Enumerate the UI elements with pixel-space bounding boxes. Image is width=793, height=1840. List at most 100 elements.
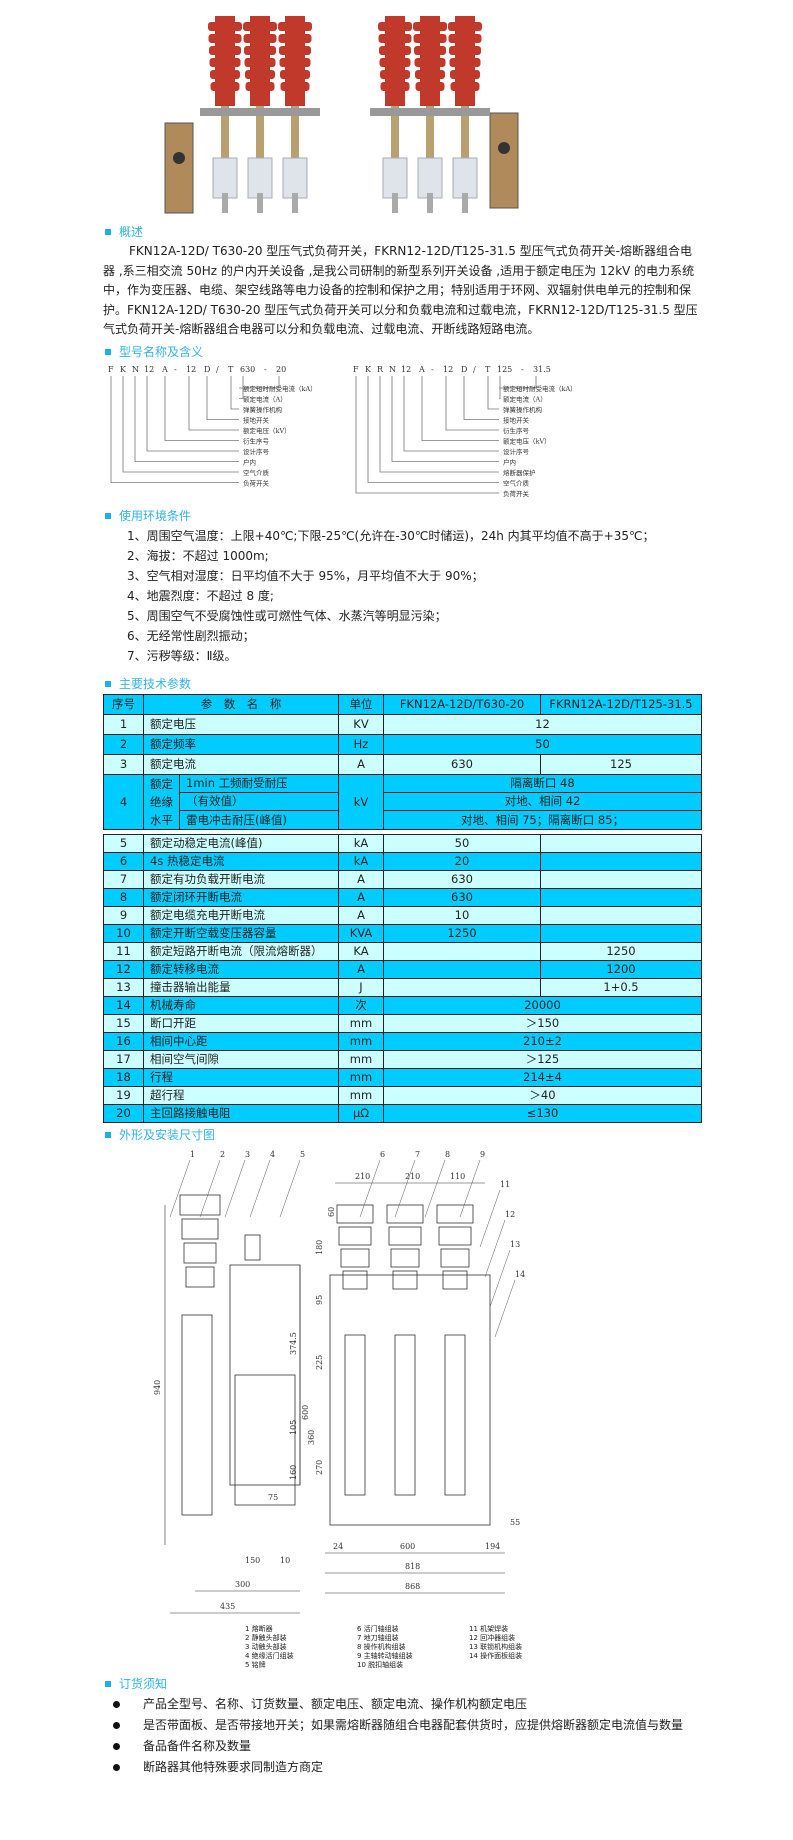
model-meaning-label: 负荷开关	[503, 489, 530, 498]
leader-line	[379, 375, 499, 472]
bullet-square-icon	[105, 348, 111, 355]
leader-line	[484, 1219, 506, 1277]
model-code-char: A	[161, 365, 168, 374]
model-meaning-label: 户内	[503, 457, 516, 466]
model-code-char: N	[389, 365, 396, 374]
table-cell: 额定电缆充电开断电流	[143, 905, 339, 925]
leader-line	[239, 375, 244, 399]
dimension-label: 225	[315, 1354, 324, 1369]
table-cell: 断口开距	[143, 1013, 339, 1033]
table-cell: 16	[103, 1031, 144, 1051]
model-meaning-label: 空气介质	[243, 468, 270, 477]
table-row: 12 额定转移电流 A 1200	[103, 959, 702, 979]
table-cell: 4s 热稳定电流	[143, 851, 339, 871]
insulator-outline	[179, 1194, 221, 1215]
table-cell: 2	[103, 733, 144, 755]
dimension-label: 600	[400, 1542, 415, 1551]
leader-line	[355, 375, 499, 493]
leader-line	[445, 375, 499, 430]
dimension-label: 150	[245, 1556, 260, 1565]
table-cell: 额定短路开断电流（限流熔断器）	[143, 941, 339, 961]
table-cell	[540, 833, 702, 853]
dimension-label: 360	[307, 1429, 316, 1444]
header-cell: FKN12A-12D/T630-20	[383, 693, 541, 715]
model-meaning-label: 设计序号	[243, 447, 270, 456]
model-code-char: R	[377, 365, 384, 374]
table-row: 20 主回路接触电阻 μΩ ≤130	[103, 1103, 702, 1123]
table-cell: 50	[383, 833, 541, 853]
model-code-char: N	[132, 365, 139, 374]
header-cell: FKRN12A-12D/T125-31.5	[540, 693, 702, 715]
table-cell: mm	[338, 1067, 384, 1087]
table-cell: mm	[338, 1031, 384, 1051]
model-meaning-label: 额定电压（kV）	[503, 436, 551, 445]
table-row: 19 超行程 mm ＞40	[103, 1085, 702, 1105]
leader-line	[391, 375, 499, 462]
table-cell: 214±4	[383, 1067, 702, 1087]
pole-outline	[394, 1334, 416, 1495]
callout-number: 14	[515, 1270, 525, 1279]
dimension-label: 210	[405, 1172, 420, 1181]
copper-bar	[221, 68, 229, 168]
table-cell: μΩ	[338, 1103, 384, 1123]
env-condition-item: 5、周围空气不受腐蚀性或可燃性气体、水蒸汽等明显污染；	[127, 608, 447, 623]
model-code-char: F	[108, 365, 114, 374]
table-cell: 12	[383, 713, 702, 735]
leader-line	[403, 375, 499, 451]
model-meaning-label: 设计序号	[503, 447, 530, 456]
table-row: 雷电冲击耐压(峰值) 对地、相间 75；隔离断口 85；	[104, 810, 702, 830]
model-meaning-label: 弹簧操作机构	[503, 405, 543, 414]
leader-line	[224, 1159, 246, 1217]
table-cell: KA	[338, 941, 384, 961]
table-cell: KVA	[338, 923, 384, 943]
model-code-char: -	[264, 365, 267, 374]
table-cell: 隔离断口 48	[383, 773, 702, 793]
env-condition-item: 7、污秽等级：Ⅱ级。	[127, 648, 237, 663]
table-cell: mm	[338, 1013, 384, 1033]
model-code-char: D	[204, 365, 210, 374]
leader-line	[459, 1159, 481, 1217]
model-code-char: -	[431, 365, 434, 374]
model-meaning-label: 接地开关	[503, 415, 530, 424]
table-row: 16 相间中心距 mm 210±2	[103, 1031, 702, 1051]
bullet-square-icon	[105, 1131, 111, 1138]
model-code-char: /	[216, 365, 219, 374]
model-code-char: 12	[186, 365, 196, 374]
callout-number: 12	[505, 1210, 515, 1219]
section-heading-overview: 概述	[105, 224, 793, 240]
table-cell: 13	[103, 977, 144, 997]
dimension-label: 75	[268, 1493, 278, 1502]
legend-item: 1 熔断器	[245, 1624, 273, 1633]
insulator-outline	[442, 1270, 468, 1289]
callout-number: 9	[480, 1150, 485, 1159]
table-cell: 行程	[143, 1067, 339, 1087]
env-condition-item: 4、地震烈度：不超过 8 度;	[127, 588, 274, 603]
copper-bar	[291, 68, 299, 168]
table-cell: 1min 工频耐受耐压	[179, 773, 339, 793]
callout-number: 13	[510, 1240, 520, 1249]
table-cell	[383, 959, 541, 979]
leader-line	[122, 375, 239, 472]
callout-number: 3	[245, 1150, 250, 1159]
insulator-outline	[390, 1248, 420, 1267]
page: 概述 FKN12A-12D/ T630-20 型压气式负荷开关，FKRN12-1…	[103, 16, 793, 1774]
table-row: 14 机械寿命次 20000	[103, 995, 702, 1015]
model-code-char: 12	[144, 365, 154, 374]
leader-line	[499, 375, 537, 388]
pole-outline	[344, 1334, 366, 1495]
callout-number: 1	[190, 1150, 195, 1159]
insulator-outline	[185, 1266, 215, 1287]
table-row: （有效值） 对地、相间 42	[104, 791, 702, 812]
copper-bar	[461, 68, 469, 168]
operating-shaft-right	[498, 142, 510, 154]
leader-line	[239, 375, 280, 388]
table-row: 11 额定短路开断电流（限流熔断器） KA 1250	[103, 941, 702, 961]
product-photo	[164, 16, 519, 214]
table-row: 15 断口开距 mm ＞150	[103, 1013, 702, 1033]
terminal	[427, 193, 433, 213]
leader-line	[463, 375, 499, 420]
model-meaning-label: 额定短时耐受电流（kA）	[503, 384, 577, 393]
env-conditions-list: 1、周围空气温度：上限+40℃;下限-25℃(允许在-30℃时储运)，24h 内…	[127, 526, 701, 666]
insulating-shutter	[282, 157, 308, 199]
